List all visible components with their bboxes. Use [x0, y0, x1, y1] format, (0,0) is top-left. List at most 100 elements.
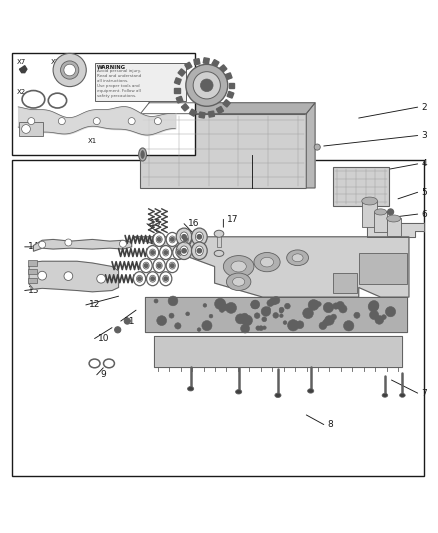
Ellipse shape: [182, 236, 188, 243]
Circle shape: [168, 296, 178, 306]
Circle shape: [314, 144, 320, 150]
Bar: [194, 59, 200, 64]
Ellipse shape: [147, 272, 159, 286]
Text: 4: 4: [421, 159, 427, 168]
Circle shape: [97, 274, 106, 283]
Ellipse shape: [231, 261, 246, 272]
Circle shape: [39, 241, 46, 248]
Circle shape: [279, 314, 283, 318]
Text: Avoid personal injury.
Read and understand
all instructions.
Use proper tools an: Avoid personal injury. Read and understa…: [97, 69, 141, 98]
Circle shape: [388, 209, 394, 215]
Text: 11: 11: [124, 317, 136, 326]
Ellipse shape: [48, 93, 67, 108]
Circle shape: [151, 251, 154, 254]
Bar: [199, 112, 205, 118]
Ellipse shape: [169, 236, 175, 243]
Polygon shape: [306, 103, 315, 188]
Circle shape: [273, 312, 279, 318]
Text: 8: 8: [327, 420, 333, 429]
Circle shape: [182, 235, 186, 239]
Circle shape: [370, 310, 379, 319]
Ellipse shape: [166, 232, 178, 246]
Ellipse shape: [103, 359, 114, 368]
Ellipse shape: [214, 230, 224, 237]
Ellipse shape: [195, 246, 203, 256]
Circle shape: [182, 248, 186, 253]
Bar: [362, 201, 378, 227]
Circle shape: [251, 301, 259, 309]
Circle shape: [354, 312, 360, 318]
Circle shape: [331, 314, 336, 320]
Bar: [176, 96, 183, 103]
Circle shape: [93, 118, 100, 125]
Bar: [174, 78, 181, 85]
Circle shape: [203, 303, 207, 307]
Ellipse shape: [371, 215, 381, 223]
Ellipse shape: [176, 228, 192, 246]
Circle shape: [272, 296, 280, 304]
Bar: [359, 253, 407, 284]
Circle shape: [21, 125, 30, 133]
Circle shape: [193, 71, 220, 99]
Bar: [227, 91, 234, 98]
Circle shape: [164, 277, 167, 280]
Circle shape: [38, 271, 46, 280]
Bar: [12, 159, 424, 476]
Circle shape: [184, 238, 187, 241]
Ellipse shape: [150, 249, 155, 256]
Circle shape: [201, 79, 213, 92]
Ellipse shape: [180, 232, 188, 241]
Circle shape: [381, 314, 386, 319]
Circle shape: [197, 248, 201, 253]
Circle shape: [288, 320, 299, 331]
Circle shape: [303, 308, 313, 319]
Circle shape: [254, 313, 260, 319]
Bar: [219, 65, 227, 72]
Circle shape: [279, 307, 284, 312]
Ellipse shape: [60, 61, 79, 79]
Circle shape: [65, 239, 72, 246]
Circle shape: [58, 118, 65, 125]
Ellipse shape: [137, 275, 143, 282]
Ellipse shape: [162, 249, 169, 256]
Ellipse shape: [89, 359, 100, 368]
Ellipse shape: [140, 259, 152, 272]
Ellipse shape: [153, 232, 165, 246]
Text: WARNING: WARNING: [97, 65, 126, 70]
Text: X1: X1: [51, 59, 60, 64]
Circle shape: [164, 251, 167, 254]
Polygon shape: [153, 336, 403, 367]
Text: 18: 18: [208, 100, 220, 109]
Circle shape: [64, 272, 73, 280]
Circle shape: [336, 301, 344, 310]
Circle shape: [138, 277, 141, 280]
Ellipse shape: [143, 262, 149, 269]
Circle shape: [343, 321, 354, 331]
Circle shape: [256, 326, 260, 330]
Circle shape: [368, 301, 378, 312]
Ellipse shape: [147, 246, 159, 260]
Circle shape: [186, 64, 228, 106]
Circle shape: [157, 238, 161, 241]
Circle shape: [241, 313, 248, 320]
Ellipse shape: [159, 272, 172, 286]
Text: 17: 17: [227, 215, 238, 224]
Circle shape: [120, 240, 127, 247]
Circle shape: [115, 327, 121, 333]
Circle shape: [221, 304, 228, 311]
Text: 3: 3: [421, 131, 427, 140]
Ellipse shape: [374, 209, 387, 215]
Ellipse shape: [179, 232, 191, 246]
Ellipse shape: [292, 254, 303, 262]
Bar: [185, 62, 192, 69]
Ellipse shape: [156, 262, 162, 269]
Text: X1: X1: [88, 138, 97, 144]
Ellipse shape: [226, 273, 251, 290]
Ellipse shape: [139, 148, 147, 161]
Ellipse shape: [53, 53, 86, 87]
Ellipse shape: [236, 390, 242, 394]
Ellipse shape: [362, 197, 378, 205]
Bar: [212, 60, 219, 67]
Circle shape: [197, 328, 201, 332]
Circle shape: [296, 321, 304, 329]
